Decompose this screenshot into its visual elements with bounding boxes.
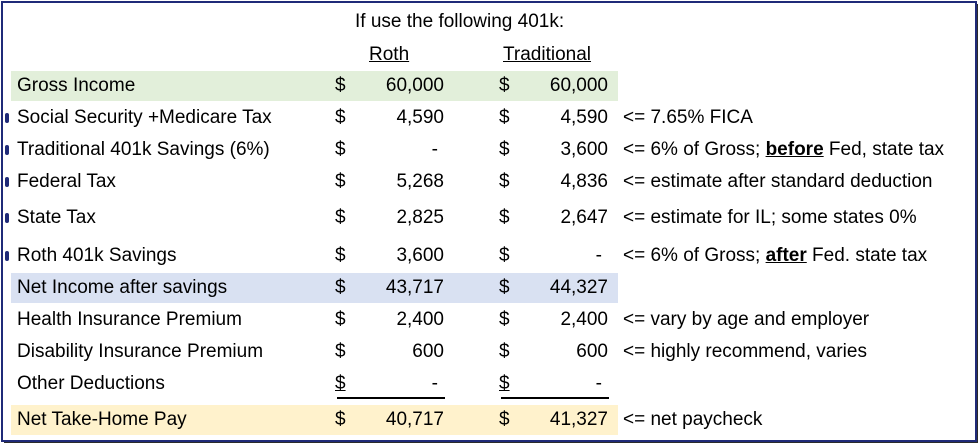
roth-value: 60,000 <box>385 75 444 96</box>
note-text: <= 6% of Gross; <box>623 245 766 266</box>
row-note: <= 7.65% FICA <box>623 107 753 128</box>
row-label: Disability Insurance Premium <box>17 341 264 362</box>
roth-value: 600 <box>412 341 444 362</box>
row-label: State Tax <box>17 207 96 228</box>
row-note: <= highly recommend, varies <box>623 341 867 362</box>
roth-currency: $ <box>335 75 346 96</box>
row-label: Net Take-Home Pay <box>17 409 187 430</box>
roth-currency: $ <box>335 107 346 128</box>
row-marker <box>5 177 9 187</box>
row-label: Roth 401k Savings <box>17 245 177 266</box>
row-label: Social Security +Medicare Tax <box>17 107 272 128</box>
traditional-value: 2,400 <box>560 309 608 330</box>
table-title: If use the following 401k: <box>355 11 565 32</box>
row-federal-tax: Federal Tax $ 5,268 $ 4,836 <= estimate … <box>5 167 971 197</box>
row-roth-401k: Roth 401k Savings $ 3,600 $ - <= 6% of G… <box>5 241 971 271</box>
row-gross-income: Gross Income $ 60,000 $ 60,000 <box>11 71 971 101</box>
roth-currency: $ <box>335 277 346 298</box>
roth-value: - <box>431 373 438 394</box>
traditional-value: 4,836 <box>560 171 608 192</box>
row-label: Other Deductions <box>17 373 165 394</box>
traditional-value: - <box>595 373 602 394</box>
row-net-income: Net Income after savings $ 43,717 $ 44,3… <box>11 273 971 303</box>
row-note: <= estimate after standard deduction <box>623 171 933 192</box>
roth-value: 4,590 <box>396 107 444 128</box>
note-emphasis: after <box>765 245 807 266</box>
row-note: <= 6% of Gross; before Fed, state tax <box>623 139 944 161</box>
traditional-value: 41,327 <box>549 409 608 430</box>
roth-value: 2,825 <box>396 207 444 228</box>
traditional-value: 60,000 <box>549 75 608 96</box>
traditional-value: - <box>595 245 602 266</box>
row-label: Federal Tax <box>17 171 116 192</box>
traditional-value: 2,647 <box>560 207 608 228</box>
roth-currency: $ <box>335 245 346 266</box>
row-marker <box>5 251 9 261</box>
roth-currency: $ <box>335 341 346 362</box>
row-state-tax: State Tax $ 2,825 $ 2,647 <= estimate fo… <box>5 203 971 233</box>
traditional-currency: $ <box>499 373 510 394</box>
roth-value: 3,600 <box>396 245 444 266</box>
roth-value: 5,268 <box>396 171 444 192</box>
row-highlight-blue <box>11 273 618 303</box>
roth-value: 2,400 <box>396 309 444 330</box>
row-marker <box>5 145 9 155</box>
traditional-currency: $ <box>499 245 510 266</box>
traditional-currency: $ <box>499 139 510 160</box>
traditional-subtotal-rule <box>501 397 609 399</box>
row-note: <= vary by age and employer <box>623 309 870 330</box>
row-label: Traditional 401k Savings (6%) <box>17 139 270 160</box>
row-note: <= 6% of Gross; after Fed. state tax <box>623 245 927 267</box>
row-label: Gross Income <box>17 75 136 96</box>
row-highlight-green <box>11 71 618 101</box>
traditional-value: 4,590 <box>560 107 608 128</box>
roth-value: 43,717 <box>385 277 444 298</box>
roth-currency: $ <box>335 409 346 430</box>
traditional-currency: $ <box>499 107 510 128</box>
row-social-security: Social Security +Medicare Tax $ 4,590 $ … <box>5 103 971 133</box>
traditional-value: 44,327 <box>549 277 608 298</box>
roth-currency: $ <box>335 171 346 192</box>
traditional-currency: $ <box>499 277 510 298</box>
traditional-currency: $ <box>499 409 510 430</box>
traditional-currency: $ <box>499 75 510 96</box>
roth-currency: $ <box>335 373 346 394</box>
row-note: <= net paycheck <box>623 409 763 430</box>
traditional-value: 600 <box>576 341 608 362</box>
row-label: Health Insurance Premium <box>17 309 242 330</box>
roth-currency: $ <box>335 139 346 160</box>
row-other-deductions: Other Deductions $ - $ - <box>11 369 971 399</box>
row-marker <box>5 213 9 223</box>
row-note: <= estimate for IL; some states 0% <box>623 207 917 228</box>
roth-currency: $ <box>335 207 346 228</box>
traditional-value: 3,600 <box>560 139 608 160</box>
row-health-insurance: Health Insurance Premium $ 2,400 $ 2,400… <box>11 305 971 335</box>
row-disability-insurance: Disability Insurance Premium $ 600 $ 600… <box>11 337 971 367</box>
row-highlight-tan <box>11 405 618 435</box>
row-label: Net Income after savings <box>17 277 228 298</box>
row-net-take-home: Net Take-Home Pay $ 40,717 $ 41,327 <= n… <box>11 405 971 435</box>
note-text: Fed, state tax <box>823 139 945 160</box>
roth-value: - <box>431 139 438 160</box>
roth-value: 40,717 <box>385 409 444 430</box>
roth-subtotal-rule <box>337 397 445 399</box>
note-text: <= 6% of Gross; <box>623 139 766 160</box>
traditional-currency: $ <box>499 341 510 362</box>
traditional-currency: $ <box>499 171 510 192</box>
note-text: Fed. state tax <box>806 245 928 266</box>
roth-currency: $ <box>335 309 346 330</box>
traditional-currency: $ <box>499 309 510 330</box>
row-marker <box>5 113 9 123</box>
note-emphasis: before <box>765 139 824 160</box>
row-traditional-401k: Traditional 401k Savings (6%) $ - $ 3,60… <box>5 135 971 165</box>
column-header-traditional: Traditional <box>503 44 592 65</box>
traditional-currency: $ <box>499 207 510 228</box>
column-header-roth: Roth <box>369 44 410 65</box>
